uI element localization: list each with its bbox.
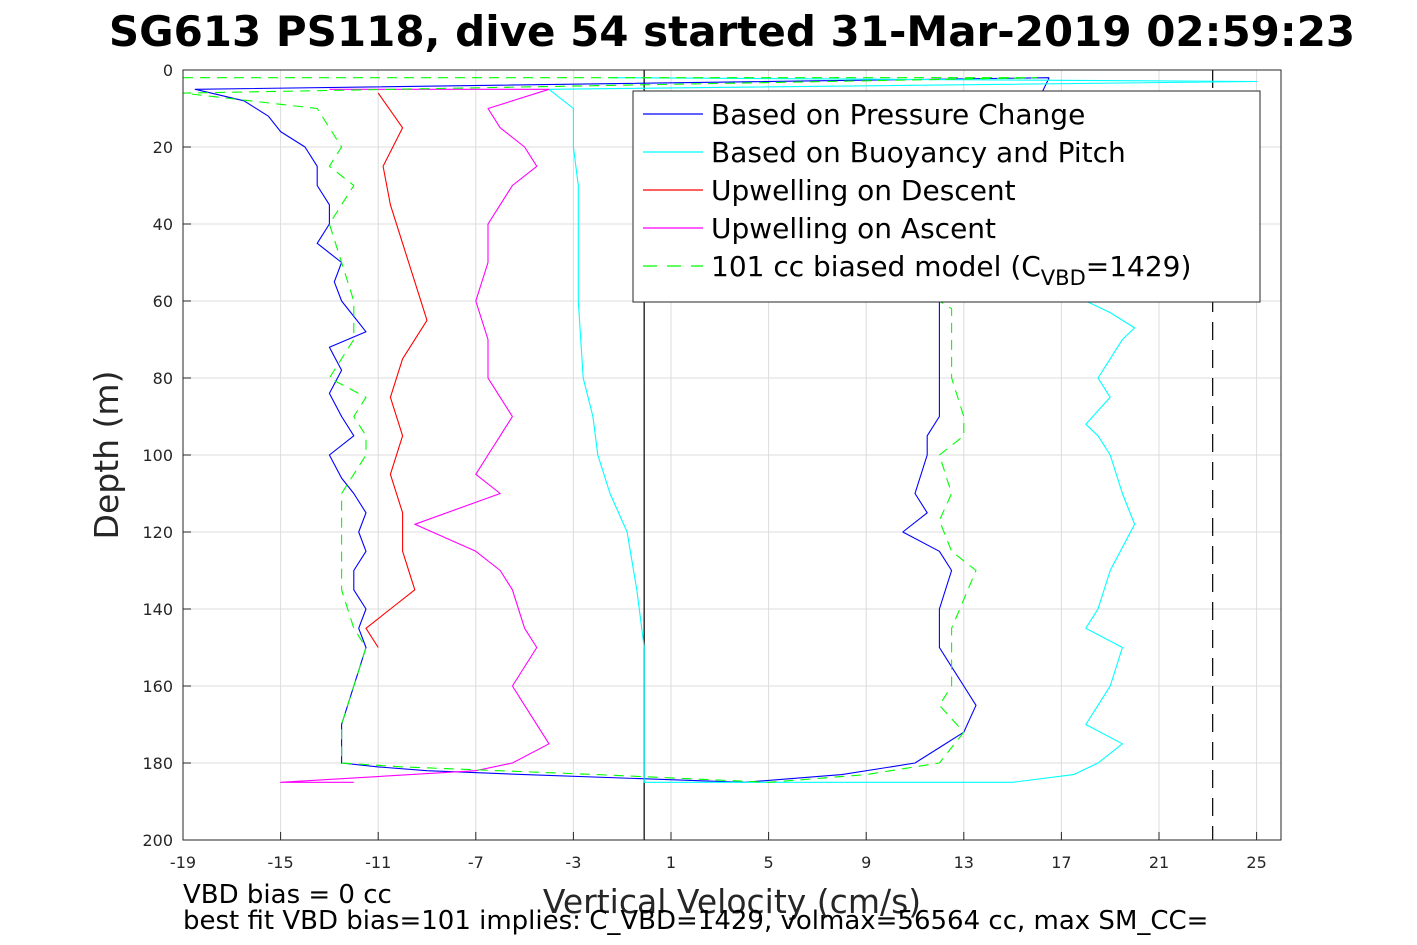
x-tick-label: 21: [1149, 853, 1169, 872]
x-tick-label: -15: [268, 853, 294, 872]
series-line-3: [365, 92, 428, 648]
series-line-5: [182, 77, 1038, 783]
legend-label-pressure: Based on Pressure Change: [711, 98, 1085, 131]
chart-title: SG613 PS118, dive 54 started 31-Mar-2019…: [109, 7, 1355, 56]
x-tick-label: 25: [1246, 853, 1266, 872]
y-tick-label: 100: [142, 446, 173, 465]
x-tick-label: 5: [764, 853, 774, 872]
x-axis-ticks: -19 -15 -11 -7 -3 1 5 9 13 17 21 25: [170, 832, 1267, 872]
x-tick-label: -19: [170, 853, 196, 872]
series-line-4: [280, 88, 550, 783]
x-tick-label: 13: [954, 853, 974, 872]
series-layer: [182, 77, 1258, 783]
y-tick-label: 0: [163, 61, 173, 80]
footer-best-fit: best fit VBD bias=101 implies: C_VBD=142…: [183, 906, 1208, 936]
x-tick-label: -11: [365, 853, 391, 872]
x-axis-label: Vertical Velocity (cm/s): [543, 882, 921, 921]
footer-vbd-bias: VBD bias = 0 cc: [183, 880, 392, 910]
y-tick-label: 40: [153, 215, 173, 234]
legend-label-buoyancy: Based on Buoyancy and Pitch: [711, 136, 1126, 169]
y-axis-label: Depth (m): [87, 371, 126, 540]
legend-label-biased-model-tail: =1429): [1086, 250, 1192, 283]
y-axis-ticks: 0 20 40 60 80 100 120 140 160 180 200: [142, 61, 191, 850]
y-tick-label: 180: [142, 754, 173, 773]
legend-label-biased-model: 101 cc biased model (CVBD=1429): [711, 250, 1191, 290]
x-tick-label: -3: [565, 853, 581, 872]
series-line-2: [548, 77, 1258, 783]
x-tick-label: -7: [468, 853, 484, 872]
x-tick-label: 9: [861, 853, 871, 872]
y-tick-label: 140: [142, 600, 173, 619]
legend-box: [632, 90, 1261, 303]
x-tick-label: 1: [666, 853, 676, 872]
legend-label-upwelling-descent: Upwelling on Descent: [711, 174, 1016, 207]
legend-label-upwelling-ascent: Upwelling on Ascent: [711, 212, 996, 245]
y-tick-label: 160: [142, 677, 173, 696]
y-tick-label: 80: [153, 369, 173, 388]
y-tick-label: 120: [142, 523, 173, 542]
legend: Based on Pressure Change Based on Buoyan…: [632, 90, 1261, 303]
legend-label-biased-model-main: 101 cc biased model (C: [711, 250, 1041, 283]
y-tick-label: 60: [153, 292, 173, 311]
y-tick-label: 20: [153, 138, 173, 157]
y-tick-label: 200: [142, 831, 173, 850]
x-tick-label: 17: [1051, 853, 1071, 872]
legend-label-biased-model-sub: VBD: [1041, 266, 1086, 290]
